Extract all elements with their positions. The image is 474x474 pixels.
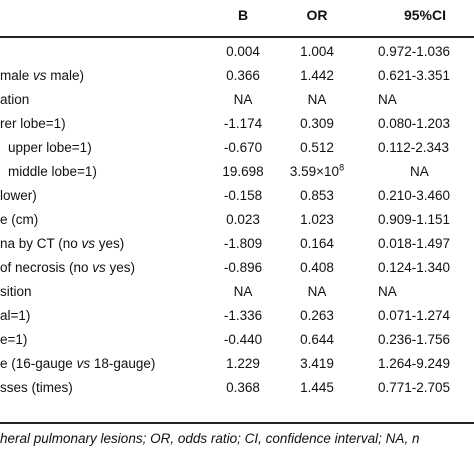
row-label: male vs male)	[0, 64, 84, 88]
row-or: 1.445	[300, 380, 334, 395]
row-label: e (cm)	[0, 212, 39, 227]
table-bottom-rule	[0, 422, 474, 424]
row-b: 0.366	[226, 68, 260, 83]
table-row: e (cm) 0.023 1.023 0.909-1.151	[0, 208, 474, 232]
row-b: -1.174	[223, 116, 263, 131]
table-row: sses (times) 0.368 1.445 0.771-2.705	[0, 376, 474, 400]
row-label: al=1)	[0, 308, 31, 323]
or-exponent: 8	[339, 162, 345, 173]
table-row: sition NA NA NA	[0, 280, 474, 304]
row-label: sition	[0, 284, 32, 299]
row-label-part: yes)	[105, 260, 136, 275]
row-or: 0.309	[300, 116, 334, 131]
table-top-rule	[0, 36, 474, 38]
row-b: -0.896	[223, 260, 263, 275]
row-ci: 0.621-3.351	[378, 68, 451, 83]
table-row: 0.004 1.004 0.972-1.036	[0, 40, 474, 64]
row-ci: 0.018-1.497	[378, 236, 451, 251]
header-or: OR	[306, 7, 328, 23]
row-b: 19.698	[222, 164, 264, 179]
row-b: NA	[233, 92, 253, 107]
row-label-part: 18-gauge)	[90, 356, 156, 371]
row-label-part: of necrosis (no	[0, 260, 93, 275]
row-or: 0.512	[300, 140, 334, 155]
row-ci: 0.972-1.036	[378, 44, 451, 59]
table-footnote: heral pulmonary lesions; OR, odds ratio;…	[0, 431, 420, 446]
table-row: ation NA NA NA	[0, 88, 474, 112]
header-ci: 95%CI	[403, 7, 447, 23]
row-label: ation	[0, 92, 30, 107]
table-row: male vs male) 0.366 1.442 0.621-3.351	[0, 64, 474, 88]
row-ci: 1.264-9.249	[378, 356, 451, 371]
row-ci: 0.112-2.343	[378, 140, 450, 155]
row-label-part: e (16-gauge	[0, 356, 77, 371]
row-ci: 0.909-1.151	[378, 212, 451, 227]
row-or: 0.644	[300, 332, 334, 347]
row-b: 0.004	[226, 44, 260, 59]
table-row: e=1) -0.440 0.644 0.236-1.756	[0, 328, 474, 352]
row-b: 0.368	[226, 380, 260, 395]
row-b: -1.809	[223, 236, 263, 251]
row-label-vs: vs	[81, 236, 96, 251]
row-ci: 0.236-1.756	[378, 332, 451, 347]
row-ci: 0.080-1.203	[378, 116, 451, 131]
row-label-vs: vs	[33, 68, 47, 83]
row-or: 0.853	[300, 188, 334, 203]
row-or: 0.263	[300, 308, 334, 323]
table-row: lower) -0.158 0.853 0.210-3.460	[0, 184, 474, 208]
row-label: lower)	[0, 188, 37, 203]
table-row: middle lobe=1) 19.698 3.59×108 NA	[0, 160, 474, 184]
row-or: 1.023	[300, 212, 334, 227]
row-b: -1.336	[223, 308, 263, 323]
row-ci: 0.210-3.460	[378, 188, 451, 203]
table-row: na by CT (no vs yes) -1.809 0.164 0.018-…	[0, 232, 474, 256]
row-b: NA	[233, 284, 253, 299]
row-or: 0.164	[300, 236, 334, 251]
row-label-part: male	[0, 68, 34, 83]
row-label: of necrosis (no vs yes)	[0, 256, 135, 280]
row-label: sses (times)	[0, 380, 73, 395]
row-label-vs: vs	[76, 356, 91, 371]
row-label-part: na by CT (no	[0, 236, 82, 251]
row-ci: NA	[378, 92, 397, 107]
table-row: e (16-gauge vs 18-gauge) 1.229 3.419 1.2…	[0, 352, 474, 376]
table-row: rer lobe=1) -1.174 0.309 0.080-1.203	[0, 112, 474, 136]
row-b: -0.440	[223, 332, 263, 347]
row-label: upper lobe=1)	[8, 140, 92, 155]
table-row: upper lobe=1) -0.670 0.512 0.112-2.343	[0, 136, 474, 160]
or-base: 3.59×10	[289, 164, 340, 179]
row-b: 0.023	[226, 212, 260, 227]
row-ci: NA	[410, 164, 429, 179]
row-label: middle lobe=1)	[8, 164, 97, 179]
row-ci: 0.124-1.340	[378, 260, 451, 275]
row-or: 3.419	[300, 356, 334, 371]
row-label: rer lobe=1)	[0, 116, 66, 131]
table-row: al=1) -1.336 0.263 0.071-1.274	[0, 304, 474, 328]
row-b: -0.670	[223, 140, 263, 155]
row-or: 3.59×108	[286, 160, 348, 184]
row-b: 1.229	[226, 356, 260, 371]
row-label: na by CT (no vs yes)	[0, 232, 124, 256]
row-label-part: yes)	[95, 236, 125, 251]
row-label: e (16-gauge vs 18-gauge)	[0, 352, 155, 376]
row-or: 0.408	[300, 260, 334, 275]
row-ci: NA	[378, 284, 397, 299]
table-row: of necrosis (no vs yes) -0.896 0.408 0.1…	[0, 256, 474, 280]
row-or: NA	[307, 92, 327, 107]
row-or: 1.004	[300, 44, 334, 59]
header-b: B	[237, 7, 249, 23]
row-label: e=1)	[0, 332, 28, 347]
row-ci: 0.071-1.274	[378, 308, 451, 323]
row-or: NA	[307, 284, 327, 299]
row-ci: 0.771-2.705	[378, 380, 451, 395]
row-b: -0.158	[223, 188, 263, 203]
row-label-part: male)	[46, 68, 85, 83]
row-or: 1.442	[300, 68, 334, 83]
row-label-vs: vs	[92, 260, 106, 275]
